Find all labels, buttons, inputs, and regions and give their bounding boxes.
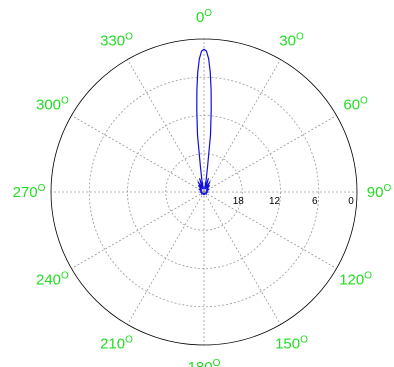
- grid-spoke-120: [203, 191, 337, 269]
- grid-spoke-150: [203, 191, 281, 325]
- angle-value: 90: [367, 184, 384, 201]
- polar-grid: [50, 38, 358, 346]
- angle-tick-labels: 0O30O60O90O120O150O180O210O240O270O300O3…: [13, 8, 392, 367]
- grid-ring-1: [165, 153, 243, 231]
- degree-symbol: O: [125, 335, 133, 346]
- radial-tick-label: 12: [269, 196, 281, 207]
- angle-tick-label: 180O: [188, 358, 221, 367]
- grid-spoke-240: [71, 191, 205, 269]
- angle-tick-label: 150O: [275, 335, 308, 353]
- grid-spoke-60: [203, 115, 337, 193]
- radial-tick-label: 18: [233, 196, 245, 207]
- angle-value: 60: [343, 97, 360, 114]
- grid-spoke-330: [127, 59, 205, 193]
- outer-boundary-circle: [50, 38, 358, 346]
- angle-value: 0: [196, 9, 204, 26]
- angle-tick-label: 300O: [36, 96, 69, 114]
- angle-value: 210: [100, 336, 125, 353]
- angle-tick-label: 270O: [13, 183, 46, 201]
- degree-symbol: O: [300, 335, 308, 346]
- angle-tick-label: 330O: [100, 31, 133, 49]
- radiation-pattern-series: [196, 48, 212, 196]
- degree-symbol: O: [61, 96, 69, 107]
- angle-tick-label: 30O: [279, 31, 304, 49]
- angle-value: 300: [36, 97, 61, 114]
- degree-symbol: O: [204, 8, 212, 19]
- angle-value: 240: [36, 272, 61, 289]
- radial-tick-labels: 18 12 6 0: [233, 196, 355, 207]
- angle-value: 30: [279, 32, 296, 49]
- angle-tick-label: 60O: [343, 96, 368, 114]
- angle-value: 120: [339, 272, 364, 289]
- radial-tick-label: 0: [348, 196, 354, 207]
- degree-symbol: O: [360, 96, 368, 107]
- degree-symbol: O: [38, 183, 46, 194]
- angle-value: 150: [275, 336, 300, 353]
- angle-tick-label: 0O: [196, 8, 212, 26]
- degree-symbol: O: [213, 358, 221, 367]
- angle-tick-label: 210O: [100, 335, 133, 353]
- degree-symbol: O: [383, 183, 391, 194]
- angle-value: 330: [100, 32, 125, 49]
- series-line: [196, 48, 212, 196]
- angle-tick-label: 240O: [36, 271, 69, 289]
- grid-ring-3: [88, 76, 320, 308]
- angle-tick-label: 90O: [367, 183, 392, 201]
- grid-spoke-210: [127, 191, 205, 325]
- grid-spoke-30: [203, 59, 281, 193]
- degree-symbol: O: [364, 271, 372, 282]
- angle-value: 270: [13, 184, 38, 201]
- degree-symbol: O: [61, 271, 69, 282]
- grid-spoke-300: [71, 115, 205, 193]
- radial-tick-label: 6: [312, 196, 318, 207]
- angle-tick-label: 120O: [339, 271, 372, 289]
- degree-symbol: O: [296, 31, 304, 42]
- angle-value: 180: [188, 359, 213, 367]
- degree-symbol: O: [125, 31, 133, 42]
